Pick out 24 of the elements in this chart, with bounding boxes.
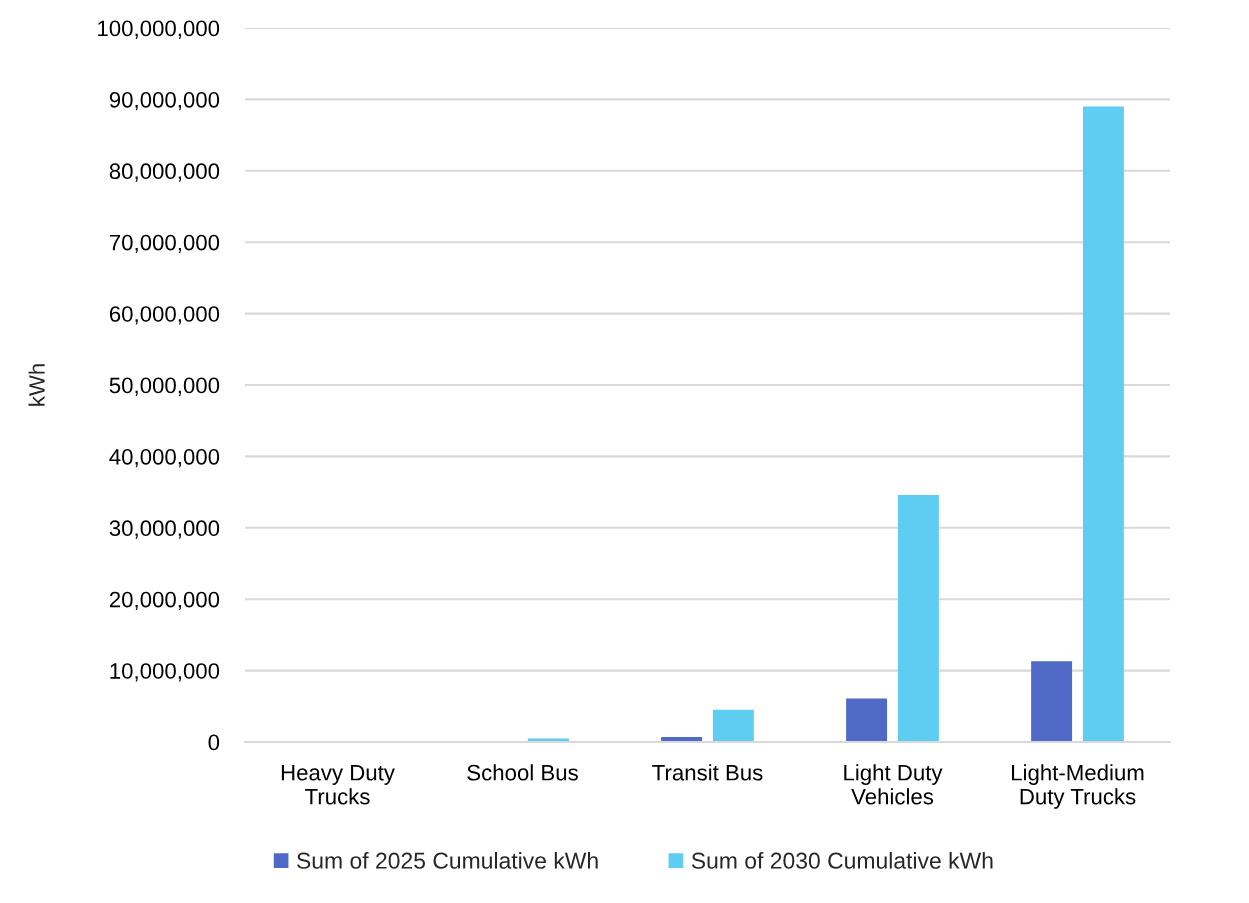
y-tick-label: 0	[208, 734, 220, 751]
bar	[846, 698, 888, 742]
y-tick-label: 20,000,000	[109, 591, 220, 611]
bar	[1031, 661, 1073, 742]
y-axis-title: kWh	[28, 364, 45, 406]
y-tick-label: 80,000,000	[109, 163, 220, 182]
y-tick-label: 60,000,000	[109, 306, 220, 325]
y-tick-label: 70,000,000	[109, 234, 220, 254]
y-tick-label: 10,000,000	[110, 663, 220, 682]
bar	[897, 494, 939, 742]
y-tick-label: 90,000,000	[109, 91, 220, 111]
x-tick-label: Light-Medium Duty Trucks	[1012, 764, 1144, 809]
x-tick-label: School Bus	[467, 764, 578, 781]
x-tick-label: Transit Bus	[652, 764, 763, 781]
y-tick-label: 40,000,000	[109, 448, 220, 468]
y-tick-label: 50,000,000	[109, 377, 220, 396]
bar	[712, 709, 754, 742]
x-tick-label: Light Duty Vehicles	[844, 764, 943, 805]
x-tick-label: Heavy Duty Trucks	[281, 765, 395, 805]
legend-label: Sum of 2025 Cumulative kWh	[297, 851, 598, 869]
bar	[1082, 106, 1124, 742]
legend-label: Sum of 2030 Cumulative kWh	[691, 851, 993, 869]
y-tick-label: 30,000,000	[109, 520, 220, 539]
y-tick-label: 100,000,000	[98, 20, 220, 39]
